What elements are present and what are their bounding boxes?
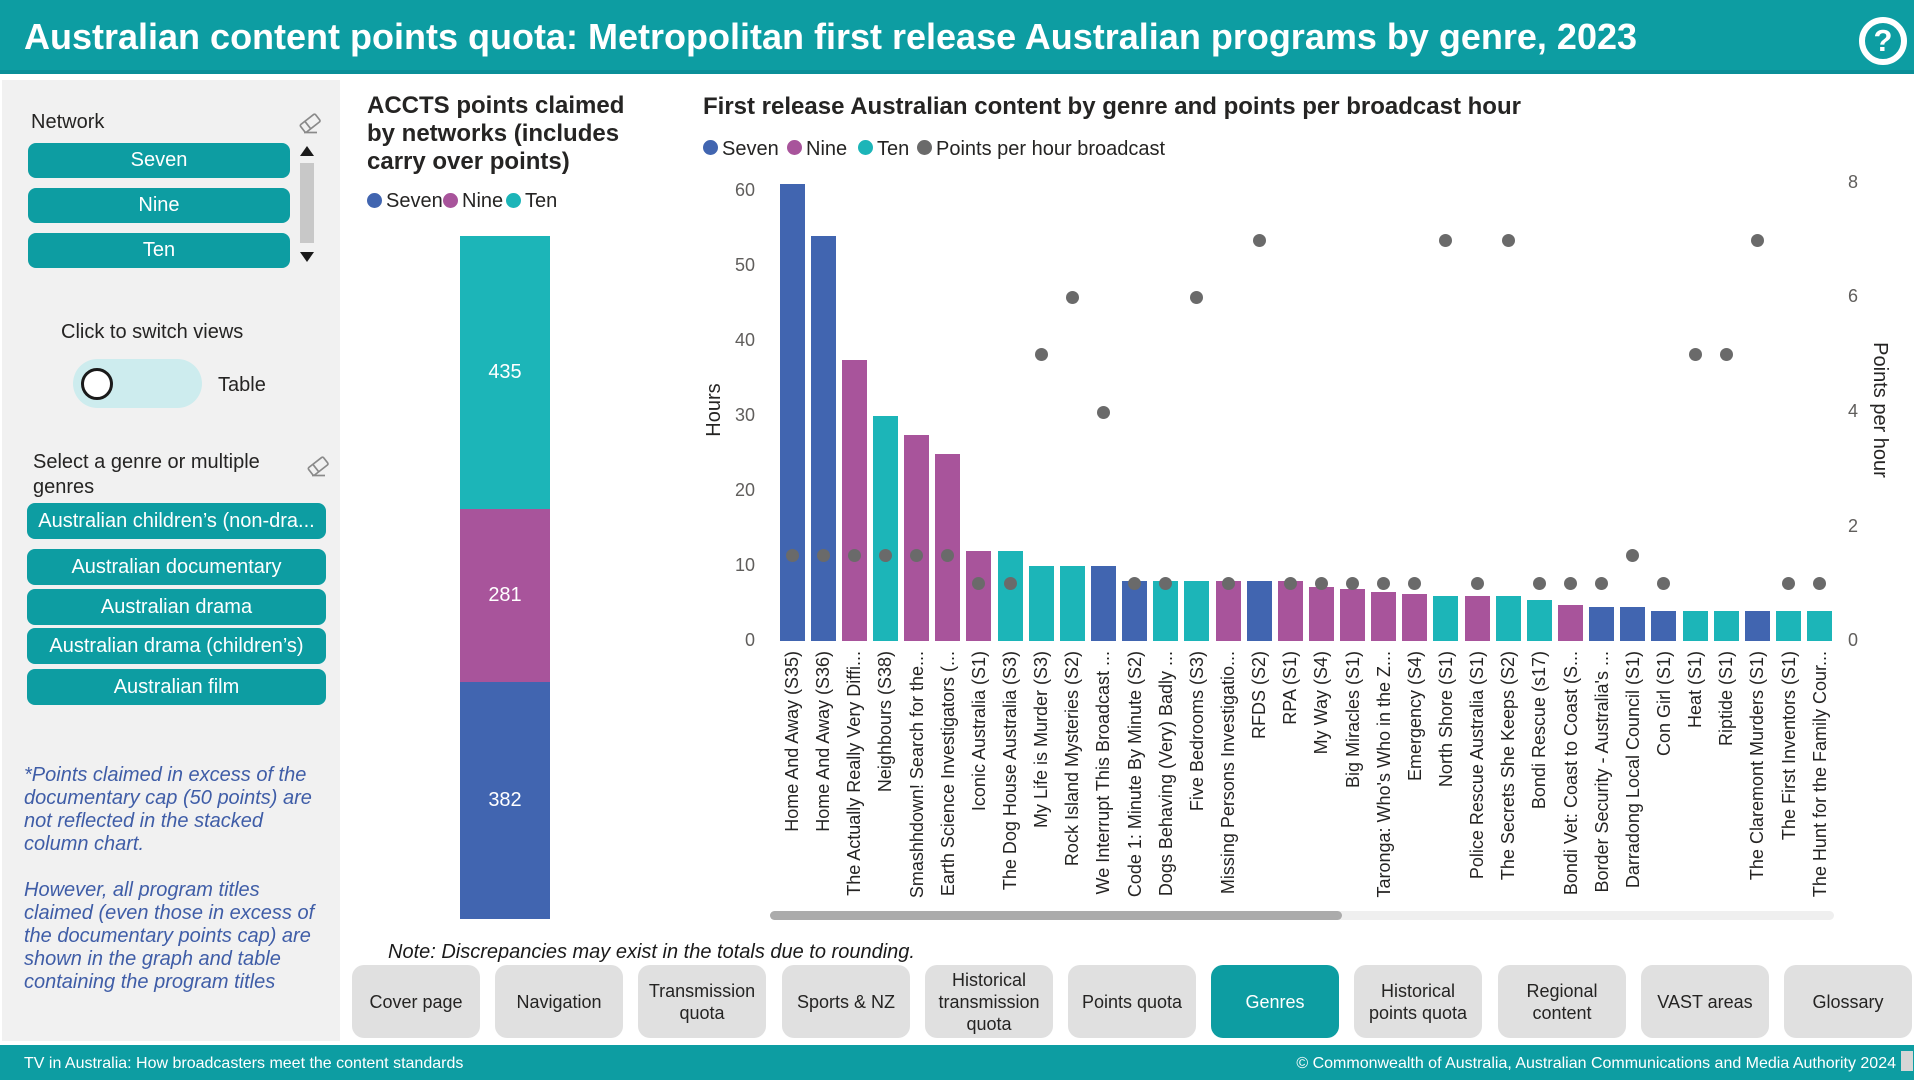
svg-text:?: ? (1874, 23, 1893, 58)
